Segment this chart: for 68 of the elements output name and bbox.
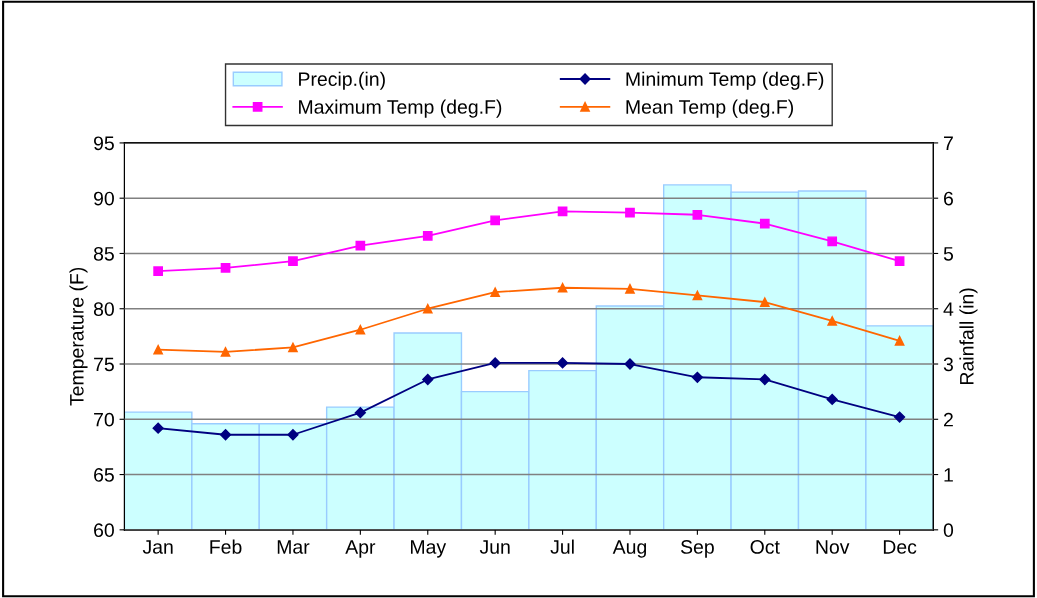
y2-tick-label: 6	[944, 191, 953, 206]
y-axis-title: Temperature (F)	[69, 267, 88, 406]
point	[827, 236, 838, 247]
point	[219, 429, 232, 441]
point	[355, 240, 366, 251]
y-tick-label: 60	[94, 523, 114, 538]
y2-tick-label: 7	[944, 136, 953, 150]
x-tick-label: Aug	[612, 540, 647, 558]
point	[490, 215, 501, 226]
point	[894, 335, 905, 346]
point	[691, 371, 703, 383]
y2-tick-label: 1	[944, 468, 953, 482]
legend-label: Minimum Temp (deg.F)	[626, 71, 824, 90]
y2-tick-label: 0	[943, 523, 954, 538]
point	[288, 342, 298, 353]
point	[152, 422, 164, 434]
legend-label: Mean Temp (deg.F)	[626, 99, 794, 118]
y-tick-label: 85	[93, 246, 114, 261]
y2-tick-label: 4	[943, 302, 954, 316]
point	[287, 429, 299, 441]
point	[422, 230, 433, 241]
point	[422, 303, 433, 314]
y2-axis-title: Rainfall (in)	[959, 288, 978, 384]
point	[692, 290, 703, 301]
y-tick-label: 65	[94, 468, 114, 482]
point	[759, 218, 770, 229]
point	[827, 316, 838, 326]
point	[220, 262, 231, 273]
y-tick-label: 90	[94, 191, 114, 206]
x-tick-label: Oct	[750, 540, 780, 554]
x-tick-label: Jun	[479, 540, 510, 554]
x-tick-label: Jul	[550, 539, 574, 554]
y2-tick-label: 2	[944, 412, 953, 427]
legend-label: Precip.(in)	[299, 71, 385, 90]
point	[153, 344, 164, 355]
x-tick-label: Mar	[277, 540, 310, 554]
x-tick-label: Apr	[345, 540, 376, 558]
point	[759, 373, 771, 386]
x-tick-label: Feb	[210, 539, 242, 554]
point	[220, 346, 231, 357]
y-tick-label: 75	[94, 357, 114, 372]
legend-label: Maximum Temp (deg.F)	[299, 99, 502, 118]
y2-tick-label: 5	[943, 247, 954, 261]
point	[826, 393, 838, 405]
x-tick-label: Dec	[883, 540, 917, 554]
point	[288, 256, 298, 267]
x-tick-label: Jan	[142, 540, 173, 554]
point	[692, 209, 703, 220]
y-tick-label: 95	[94, 136, 114, 151]
point	[354, 407, 366, 419]
point	[153, 266, 164, 277]
point	[625, 283, 635, 294]
y-tick-label: 80	[93, 302, 114, 316]
point	[625, 207, 635, 218]
point	[893, 411, 906, 423]
y2-tick-label: 3	[943, 357, 953, 372]
point	[556, 357, 569, 369]
point	[490, 287, 501, 298]
point	[557, 282, 568, 293]
x-tick-label: Nov	[816, 540, 850, 554]
x-tick-label: Sep	[680, 540, 714, 558]
point	[355, 324, 366, 335]
point	[489, 357, 501, 369]
point	[894, 256, 905, 267]
point	[759, 297, 770, 307]
point	[422, 373, 434, 386]
x-tick-label: May	[410, 540, 447, 558]
y-tick-label: 70	[94, 412, 114, 427]
